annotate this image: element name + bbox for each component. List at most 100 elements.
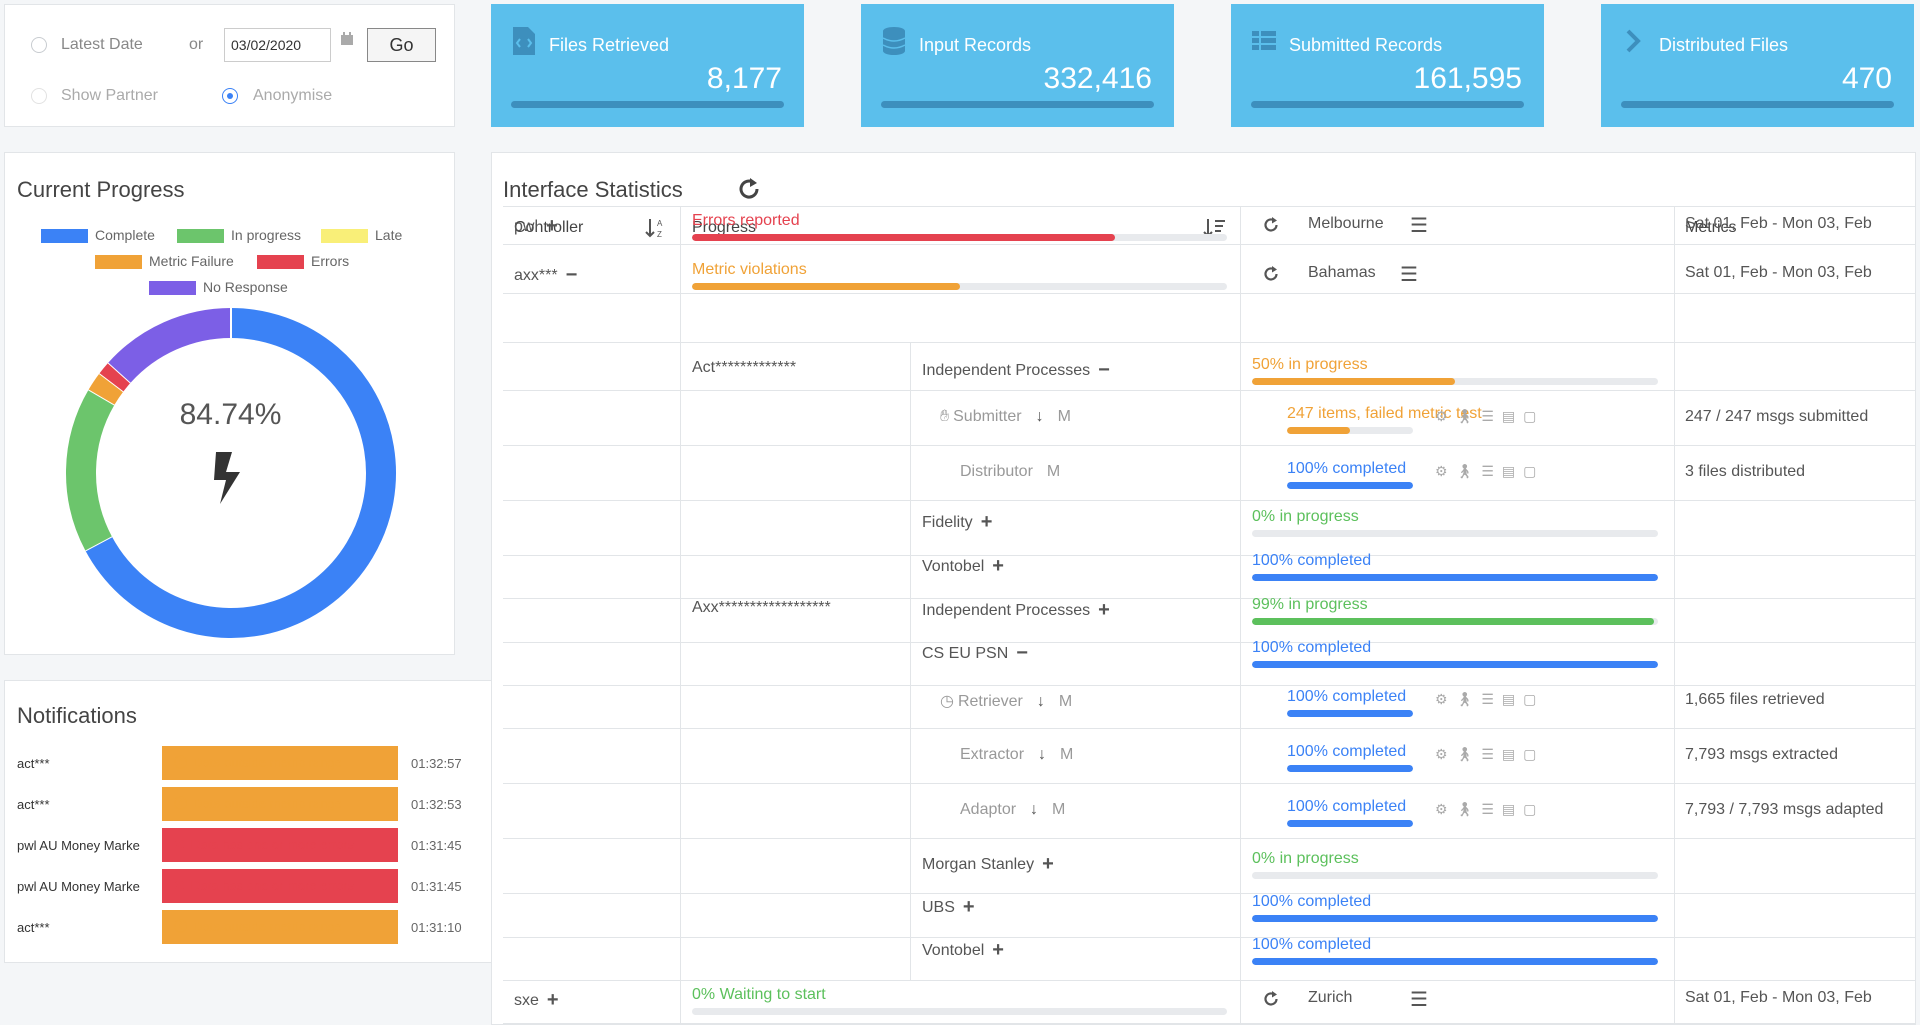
note-icon[interactable]: ▢ (1523, 408, 1545, 424)
expand-icon[interactable]: + (546, 989, 559, 1011)
gears-icon[interactable]: ⚙ (1435, 408, 1456, 424)
date-input[interactable] (224, 28, 331, 62)
latest-date-radio[interactable] (31, 37, 47, 53)
group-name[interactable]: Fidelity + (922, 511, 992, 534)
database-icon[interactable]: ☰ (1481, 463, 1502, 479)
anonymise-radio[interactable] (222, 88, 238, 104)
refresh-icon[interactable] (736, 176, 762, 202)
controller-name[interactable]: sxe + (514, 989, 559, 1012)
group-name[interactable]: Vontobel + (922, 555, 1004, 578)
sort-alpha-icon[interactable]: AZ (645, 217, 667, 239)
menu-icon[interactable]: ☰ (1410, 989, 1428, 1011)
progress-bar-fill (1287, 427, 1350, 434)
group-name[interactable]: CS EU PSN − (922, 642, 1028, 665)
list-icon[interactable]: ▤ (1501, 746, 1524, 762)
database-icon[interactable]: ☰ (1481, 408, 1502, 424)
process-tools[interactable]: ⚙🚶︎☰▤▢ (1435, 408, 1544, 425)
filter-panel: Latest Date or Go Show Partner Anonymise (4, 4, 455, 127)
group-name[interactable]: UBS + (922, 896, 975, 919)
show-partner-radio[interactable] (31, 88, 47, 104)
group-label: CS EU PSN (922, 645, 1009, 662)
list-icon[interactable]: ▤ (1501, 463, 1524, 479)
reload-icon[interactable] (1262, 265, 1280, 283)
reload-icon[interactable] (1262, 216, 1280, 234)
group-name[interactable]: Vontobel + (922, 939, 1004, 962)
tile-label: Distributed Files (1659, 35, 1789, 55)
gears-icon[interactable]: ⚙ (1435, 746, 1456, 762)
group-name[interactable]: Morgan Stanley + (922, 853, 1054, 876)
collapse-icon[interactable]: − (1016, 642, 1028, 664)
collapse-icon[interactable]: − (1098, 359, 1110, 381)
go-button[interactable]: Go (367, 28, 436, 62)
walker-icon[interactable]: 🚶︎ (1455, 801, 1482, 817)
input-records-tile[interactable]: Input Records 332,416 (861, 4, 1174, 127)
process-tools[interactable]: ⚙🚶︎☰▤▢ (1435, 746, 1544, 763)
collapse-icon[interactable]: − (565, 264, 578, 286)
notifications-title: Notifications (17, 703, 137, 728)
group-name[interactable]: Independent Processes + (922, 599, 1110, 622)
walker-icon[interactable]: 🚶︎ (1455, 691, 1482, 707)
expand-icon[interactable]: + (1042, 853, 1054, 875)
row-divider (503, 980, 1915, 981)
note-icon[interactable]: ▢ (1523, 801, 1545, 817)
notification-badge[interactable]: ⓘ Data outside metric range (162, 787, 398, 821)
process-name[interactable]: Extractor ↓ M (960, 746, 1073, 764)
process-name[interactable]: ◷ Retriever ↓ M (940, 691, 1072, 711)
notification-badge[interactable]: ⓘ Data outside metric range (162, 746, 398, 780)
files-retrieved-tile[interactable]: Files Retrieved 8,177 (491, 4, 804, 127)
reload-icon[interactable] (1262, 990, 1280, 1008)
progress-bar (1252, 661, 1658, 668)
note-icon[interactable]: ▢ (1523, 746, 1545, 762)
calendar-icon[interactable] (339, 31, 355, 47)
list-icon[interactable]: ▤ (1501, 408, 1524, 424)
walker-icon[interactable]: 🚶︎ (1455, 463, 1482, 479)
submitted-records-tile[interactable]: Submitted Records 161,595 (1231, 4, 1544, 127)
progress-status-text: 247 items, failed metric test (1287, 405, 1482, 422)
gears-icon[interactable]: ⚙ (1435, 463, 1456, 479)
controller-name[interactable]: pwl + (514, 215, 558, 238)
expand-icon[interactable]: + (962, 896, 975, 918)
process-name[interactable]: Adaptor ↓ M (960, 801, 1065, 819)
expand-icon[interactable]: + (980, 511, 993, 533)
arrow-down-icon[interactable]: ↓ (1030, 801, 1039, 818)
metrics-range: Sat 01, Feb - Mon 03, Feb (1685, 989, 1872, 1006)
note-icon[interactable]: ▢ (1523, 691, 1545, 707)
process-tools[interactable]: ⚙🚶︎☰▤▢ (1435, 691, 1544, 708)
arrow-down-icon[interactable]: ↓ (1036, 693, 1045, 710)
notification-badge[interactable]: ✕ Data has one or more errors (162, 828, 398, 862)
database-icon[interactable]: ☰ (1481, 801, 1502, 817)
arrow-down-icon[interactable]: ↓ (1035, 408, 1044, 425)
col-progress[interactable]: Progress (692, 219, 757, 236)
col-controller[interactable]: Controller (514, 219, 584, 236)
gears-icon[interactable]: ⚙ (1435, 691, 1456, 707)
expand-icon[interactable]: + (546, 215, 558, 237)
expand-icon[interactable]: + (1098, 599, 1110, 621)
list-icon[interactable]: ▤ (1501, 691, 1524, 707)
database-icon[interactable]: ☰ (1481, 746, 1502, 762)
process-tools[interactable]: ⚙🚶︎☰▤▢ (1435, 801, 1544, 818)
menu-icon[interactable]: ☰ (1400, 264, 1418, 286)
expand-icon[interactable]: + (992, 555, 1004, 577)
gears-icon[interactable]: ⚙ (1435, 801, 1456, 817)
process-label: Extractor (960, 746, 1025, 763)
notification-badge[interactable]: ⓘ Data outside metric range (162, 910, 398, 944)
note-icon[interactable]: ▢ (1523, 463, 1545, 479)
progress-status-text: 100% completed (1287, 460, 1407, 477)
database-icon[interactable]: ☰ (1481, 691, 1502, 707)
list-icon[interactable]: ▤ (1501, 801, 1524, 817)
menu-icon[interactable]: ☰ (1410, 215, 1428, 237)
row-divider (503, 500, 1915, 501)
walker-icon[interactable]: 🚶︎ (1455, 746, 1482, 762)
process-name[interactable]: Distributor M (960, 463, 1060, 481)
process-tools[interactable]: ⚙🚶︎☰▤▢ (1435, 463, 1544, 480)
group-name[interactable]: Independent Processes − (922, 359, 1110, 382)
notification-badge[interactable]: ✕ Data has one or more errors (162, 869, 398, 903)
arrow-down-icon[interactable]: ↓ (1038, 746, 1047, 763)
legend-late: Late (321, 227, 402, 244)
walker-icon[interactable]: 🚶︎ (1455, 408, 1482, 424)
controller-name[interactable]: axx*** − (514, 264, 577, 287)
distributed-files-tile[interactable]: Distributed Files 470 (1601, 4, 1914, 127)
process-name[interactable]: ✋︎ Submitter ↓ M (940, 408, 1071, 426)
expand-icon[interactable]: + (992, 939, 1004, 961)
